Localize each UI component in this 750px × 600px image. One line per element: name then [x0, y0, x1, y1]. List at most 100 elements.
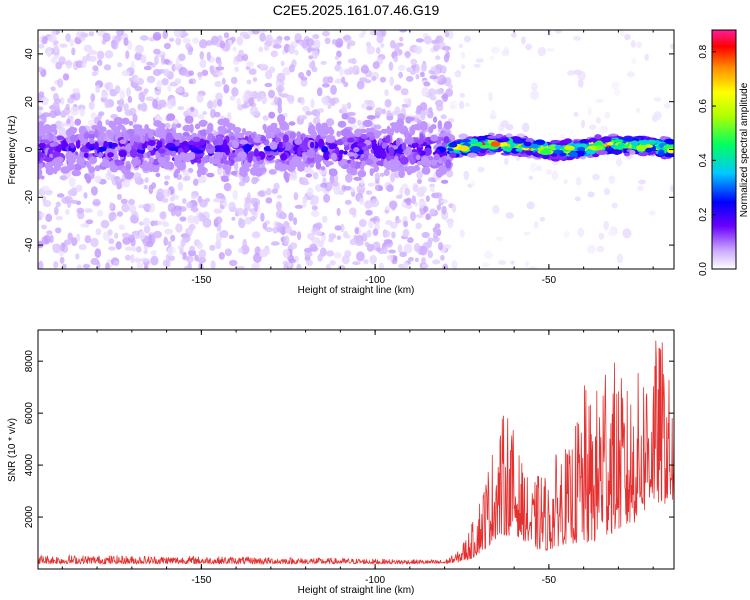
heatmap-cell — [658, 149, 665, 156]
heatmap-cell — [155, 172, 161, 178]
heatmap-cell — [188, 223, 196, 231]
heatmap-cell — [38, 153, 41, 162]
heatmap-cell — [336, 235, 341, 241]
heatmap-cell — [296, 131, 302, 139]
heatmap-cell — [136, 262, 144, 269]
heatmap-cell — [154, 55, 159, 66]
heatmap-cell — [164, 122, 171, 129]
heatmap-cell — [311, 210, 320, 218]
heatmap-cell — [201, 156, 209, 163]
heatmap-cell — [638, 151, 649, 157]
heatmap-cell — [125, 246, 133, 251]
heatmap-cell — [77, 133, 85, 141]
heatmap-cell — [83, 44, 93, 53]
heatmap-cell — [309, 243, 318, 252]
heatmap-cell — [293, 192, 299, 201]
heatmap-cell — [436, 228, 442, 237]
heatmap-cell — [218, 252, 225, 260]
heatmap-cell — [221, 177, 230, 182]
heatmap-cell — [41, 185, 50, 191]
heatmap-cell — [277, 104, 283, 114]
heatmap-cell — [313, 39, 321, 50]
heatmap-cell — [631, 142, 638, 146]
heatmap-cell — [382, 230, 391, 238]
heatmap-cell — [47, 35, 57, 43]
heatmap-cell — [72, 88, 80, 94]
heatmap-cell — [378, 185, 384, 191]
heatmap-cell — [395, 194, 403, 199]
heatmap-cell — [53, 166, 58, 175]
heatmap-cell — [106, 130, 112, 136]
heatmap-cell — [163, 68, 170, 77]
heatmap-cell — [228, 234, 235, 240]
x-tick-label: -150 — [191, 575, 211, 586]
heatmap-cell — [273, 96, 279, 105]
heatmap-cell — [664, 153, 674, 158]
heatmap-cell — [663, 103, 672, 109]
heatmap-cell — [112, 165, 117, 172]
heatmap-cell — [133, 172, 142, 182]
heatmap-cell — [321, 83, 330, 88]
heatmap-cell — [110, 39, 117, 49]
heatmap-cell — [94, 175, 102, 184]
heatmap-cell — [425, 213, 431, 221]
heatmap-cell — [288, 258, 296, 264]
heatmap-cell — [143, 88, 149, 94]
heatmap-cell — [300, 133, 306, 138]
heatmap-cell — [467, 152, 478, 158]
heatmap-cell — [437, 120, 443, 130]
heatmap-cell — [384, 205, 391, 211]
heatmap-cell — [251, 263, 258, 269]
heatmap-cell — [475, 141, 483, 147]
heatmap-cell — [143, 65, 152, 71]
heatmap-cell — [125, 164, 132, 170]
heatmap-cell — [328, 169, 338, 177]
heatmap-cell — [316, 87, 323, 97]
y-tick-label: 6000 — [24, 402, 35, 425]
heatmap-cell — [307, 187, 314, 197]
heatmap-cell — [109, 202, 114, 210]
colorbar: 0.0 0.2 0.4 0.6 0.8 Normalized spectral ampl… — [698, 29, 750, 276]
heatmap-cell — [60, 242, 65, 252]
heatmap-cell — [231, 216, 236, 221]
heatmap-cell — [530, 90, 539, 100]
heatmap-cell — [53, 93, 59, 101]
heatmap-cell — [162, 188, 172, 198]
heatmap-cell — [232, 189, 238, 200]
heatmap-cell — [383, 158, 388, 168]
y-tick-label: -20 — [24, 190, 35, 205]
heatmap-cell — [416, 170, 423, 180]
heatmap-cell — [454, 70, 462, 78]
heatmap-cell — [366, 229, 372, 238]
heatmap-cell — [547, 30, 553, 38]
heatmap-cell — [497, 260, 507, 265]
heatmap-cell — [249, 197, 259, 203]
heatmap-cell — [88, 50, 98, 55]
heatmap-cell — [297, 231, 302, 241]
heatmap-cell — [271, 188, 278, 194]
heatmap-cell — [528, 175, 533, 180]
heatmap-cell — [261, 95, 268, 105]
heatmap-cell — [325, 263, 331, 269]
y-tick-label: 0 — [24, 146, 35, 152]
heatmap-cell — [459, 93, 466, 98]
heatmap-cell — [184, 115, 194, 124]
heatmap-cell — [143, 225, 151, 234]
heatmap-cell — [108, 246, 116, 251]
heatmap-cell — [216, 99, 223, 107]
heatmap-cell — [265, 34, 274, 45]
heatmap-cell — [138, 221, 145, 226]
heatmap-cell — [510, 260, 515, 265]
heatmap-cell — [84, 173, 89, 180]
heatmap-cell — [187, 152, 196, 160]
heatmap-cell — [88, 156, 98, 165]
heatmap-cell — [317, 253, 323, 262]
heatmap-cell — [251, 30, 261, 35]
heatmap-cell — [117, 62, 123, 68]
heatmap-cell — [219, 40, 226, 49]
heatmap-cell — [528, 266, 538, 269]
heatmap-cell — [382, 248, 389, 253]
heatmap-cell — [410, 64, 417, 70]
heatmap-cell — [59, 175, 68, 181]
heatmap-cell — [401, 142, 407, 151]
